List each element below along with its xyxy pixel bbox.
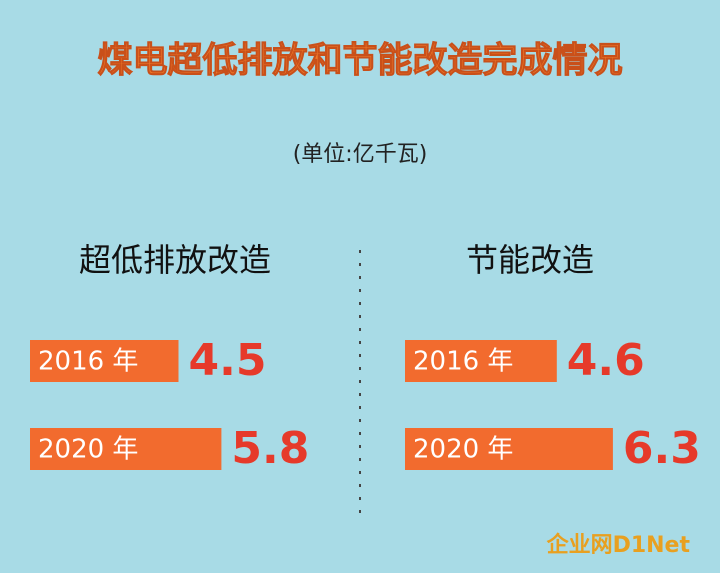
group-title: 节能改造 [466,241,594,279]
bar [405,428,613,470]
bar [30,428,222,470]
subtitle: (单位:亿千瓦) [293,142,428,167]
value-label: 5.8 [231,423,309,474]
value-label: 4.5 [189,335,267,386]
value-label: 6.3 [623,423,701,474]
title: 煤电超低排放和节能改造完成情况 [97,40,622,81]
value-label: 4.6 [567,335,645,386]
group-title: 超低排放改造 [79,241,271,279]
category-label: 2016 年 [413,347,513,377]
bar [30,340,179,382]
category-label: 2020 年 [38,435,138,465]
bar [405,340,557,382]
category-label: 2016 年 [38,347,138,377]
watermark: 企业网D1Net [546,532,691,558]
category-label: 2020 年 [413,435,513,465]
